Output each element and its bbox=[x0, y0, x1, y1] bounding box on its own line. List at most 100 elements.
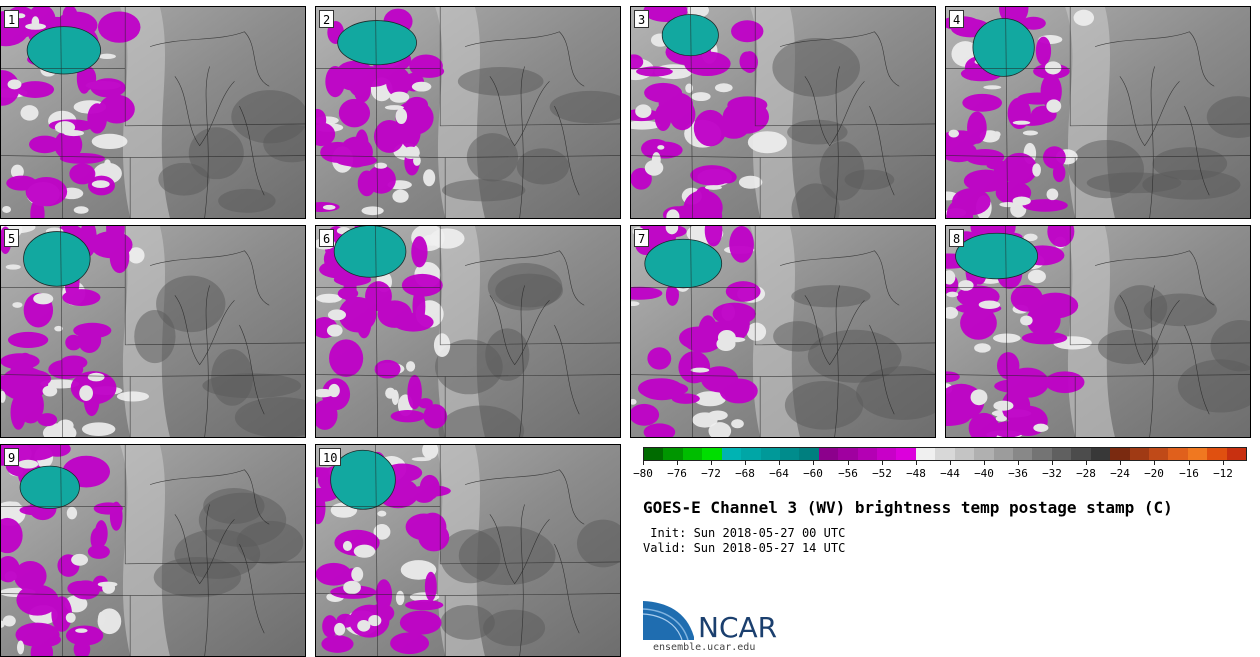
colorbar bbox=[643, 447, 1247, 461]
colorbar-tick bbox=[677, 461, 678, 465]
colorbar-segment bbox=[799, 448, 819, 460]
colorbar-tick-label: −52 bbox=[872, 467, 892, 480]
colorbar-segment bbox=[779, 448, 800, 460]
colorbar-segment bbox=[1148, 448, 1169, 460]
colorbar-tick bbox=[1120, 461, 1121, 465]
panel-number: 7 bbox=[634, 229, 650, 247]
colorbar-tick bbox=[1018, 461, 1019, 465]
colorbar-tick-label: −48 bbox=[906, 467, 926, 480]
panel-4[interactable]: 4 bbox=[945, 6, 1251, 219]
colorbar-segment bbox=[857, 448, 878, 460]
colorbar-segment bbox=[1013, 448, 1033, 460]
colorbar-segment bbox=[1226, 448, 1247, 460]
colorbar-segment bbox=[877, 448, 897, 460]
colorbar-tick-label: −56 bbox=[838, 467, 858, 480]
colorbar-segment bbox=[1090, 448, 1111, 460]
colorbar-segment bbox=[1051, 448, 1072, 460]
colorbar-tick-label: −80 bbox=[633, 467, 653, 480]
panel-3[interactable]: 3 bbox=[630, 6, 936, 219]
colorbar-tick bbox=[1223, 461, 1224, 465]
colorbar-tick bbox=[1052, 461, 1053, 465]
colorbar-segment bbox=[818, 448, 839, 460]
page-title: GOES-E Channel 3 (WV) brightness temp po… bbox=[643, 498, 1173, 517]
satellite-map bbox=[1, 445, 305, 656]
colorbar-tick-label: −64 bbox=[769, 467, 789, 480]
panel-7[interactable]: 7 bbox=[630, 225, 936, 438]
panel-9[interactable]: 9 bbox=[0, 444, 306, 657]
colorbar-segment bbox=[682, 448, 703, 460]
colorbar-tick-label: −68 bbox=[735, 467, 755, 480]
panel-number: 2 bbox=[319, 10, 335, 28]
colorbar-tick bbox=[711, 461, 712, 465]
satellite-map bbox=[946, 226, 1250, 437]
colorbar-segment bbox=[1032, 448, 1052, 460]
colorbar-tick-label: −28 bbox=[1076, 467, 1096, 480]
colorbar-tick bbox=[779, 461, 780, 465]
panel-10[interactable]: 10 bbox=[315, 444, 621, 657]
satellite-map bbox=[946, 7, 1250, 218]
colorbar-segment bbox=[954, 448, 975, 460]
satellite-map bbox=[1, 226, 305, 437]
panel-number: 4 bbox=[949, 10, 965, 28]
colorbar-segment bbox=[1071, 448, 1091, 460]
panel-6[interactable]: 6 bbox=[315, 225, 621, 438]
satellite-map bbox=[631, 226, 935, 437]
colorbar-segment bbox=[838, 448, 858, 460]
colorbar-ticks: −80 −76 −72 −68 −64 −60 −56 −52 −48 −44 −40 −36 −32 −… bbox=[633, 461, 1247, 485]
panel-number: 1 bbox=[4, 10, 20, 28]
satellite-map bbox=[1, 7, 305, 218]
panel-1[interactable]: 1 bbox=[0, 6, 306, 219]
colorbar-tick-label: −12 bbox=[1213, 467, 1233, 480]
colorbar-segment bbox=[1110, 448, 1130, 460]
colorbar-tick bbox=[1189, 461, 1190, 465]
panel-2[interactable]: 2 bbox=[315, 6, 621, 219]
colorbar-segment bbox=[1129, 448, 1149, 460]
logo-url[interactable]: ensemble.ucar.edu bbox=[653, 642, 756, 653]
colorbar-segment bbox=[663, 448, 683, 460]
colorbar-segment bbox=[915, 448, 936, 460]
colorbar-tick bbox=[882, 461, 883, 465]
panel-number: 6 bbox=[319, 229, 335, 247]
colorbar-tick-label: −32 bbox=[1042, 467, 1062, 480]
panel-number: 8 bbox=[949, 229, 965, 247]
colorbar-tick bbox=[848, 461, 849, 465]
colorbar-segment bbox=[1168, 448, 1188, 460]
colorbar-tick-label: −16 bbox=[1179, 467, 1199, 480]
ncar-logo-icon bbox=[642, 601, 694, 641]
panel-number: 3 bbox=[634, 10, 650, 28]
panel-number: 5 bbox=[4, 229, 20, 247]
colorbar-segment bbox=[741, 448, 761, 460]
colorbar-tick bbox=[916, 461, 917, 465]
colorbar-segment bbox=[760, 448, 780, 460]
colorbar-tick-label: −36 bbox=[1008, 467, 1028, 480]
satellite-map bbox=[316, 7, 620, 218]
colorbar-segment bbox=[702, 448, 722, 460]
colorbar-tick-label: −20 bbox=[1144, 467, 1164, 480]
colorbar-segment bbox=[644, 448, 664, 460]
colorbar-segment bbox=[896, 448, 916, 460]
colorbar-tick-label: −76 bbox=[667, 467, 687, 480]
panel-8[interactable]: 8 bbox=[945, 225, 1251, 438]
colorbar-tick bbox=[1154, 461, 1155, 465]
satellite-map bbox=[631, 7, 935, 218]
colorbar-segment bbox=[993, 448, 1014, 460]
colorbar-tick bbox=[950, 461, 951, 465]
satellite-map bbox=[316, 445, 620, 656]
colorbar-tick-label: −44 bbox=[940, 467, 960, 480]
init-time: Init: Sun 2018-05-27 00 UTC bbox=[643, 526, 846, 540]
panel-5[interactable]: 5 bbox=[0, 225, 306, 438]
colorbar-segment bbox=[974, 448, 994, 460]
colorbar-tick-label: −60 bbox=[803, 467, 823, 480]
colorbar-tick-label: −40 bbox=[974, 467, 994, 480]
satellite-map bbox=[316, 226, 620, 437]
colorbar-tick bbox=[984, 461, 985, 465]
colorbar-segment bbox=[1207, 448, 1227, 460]
colorbar-tick bbox=[643, 461, 644, 465]
colorbar-segment bbox=[935, 448, 955, 460]
logo-name: NCAR bbox=[698, 611, 778, 644]
colorbar-segment bbox=[721, 448, 742, 460]
valid-time: Valid: Sun 2018-05-27 14 UTC bbox=[643, 541, 846, 555]
colorbar-tick bbox=[1086, 461, 1087, 465]
colorbar-tick bbox=[813, 461, 814, 465]
panel-number: 10 bbox=[319, 448, 342, 466]
